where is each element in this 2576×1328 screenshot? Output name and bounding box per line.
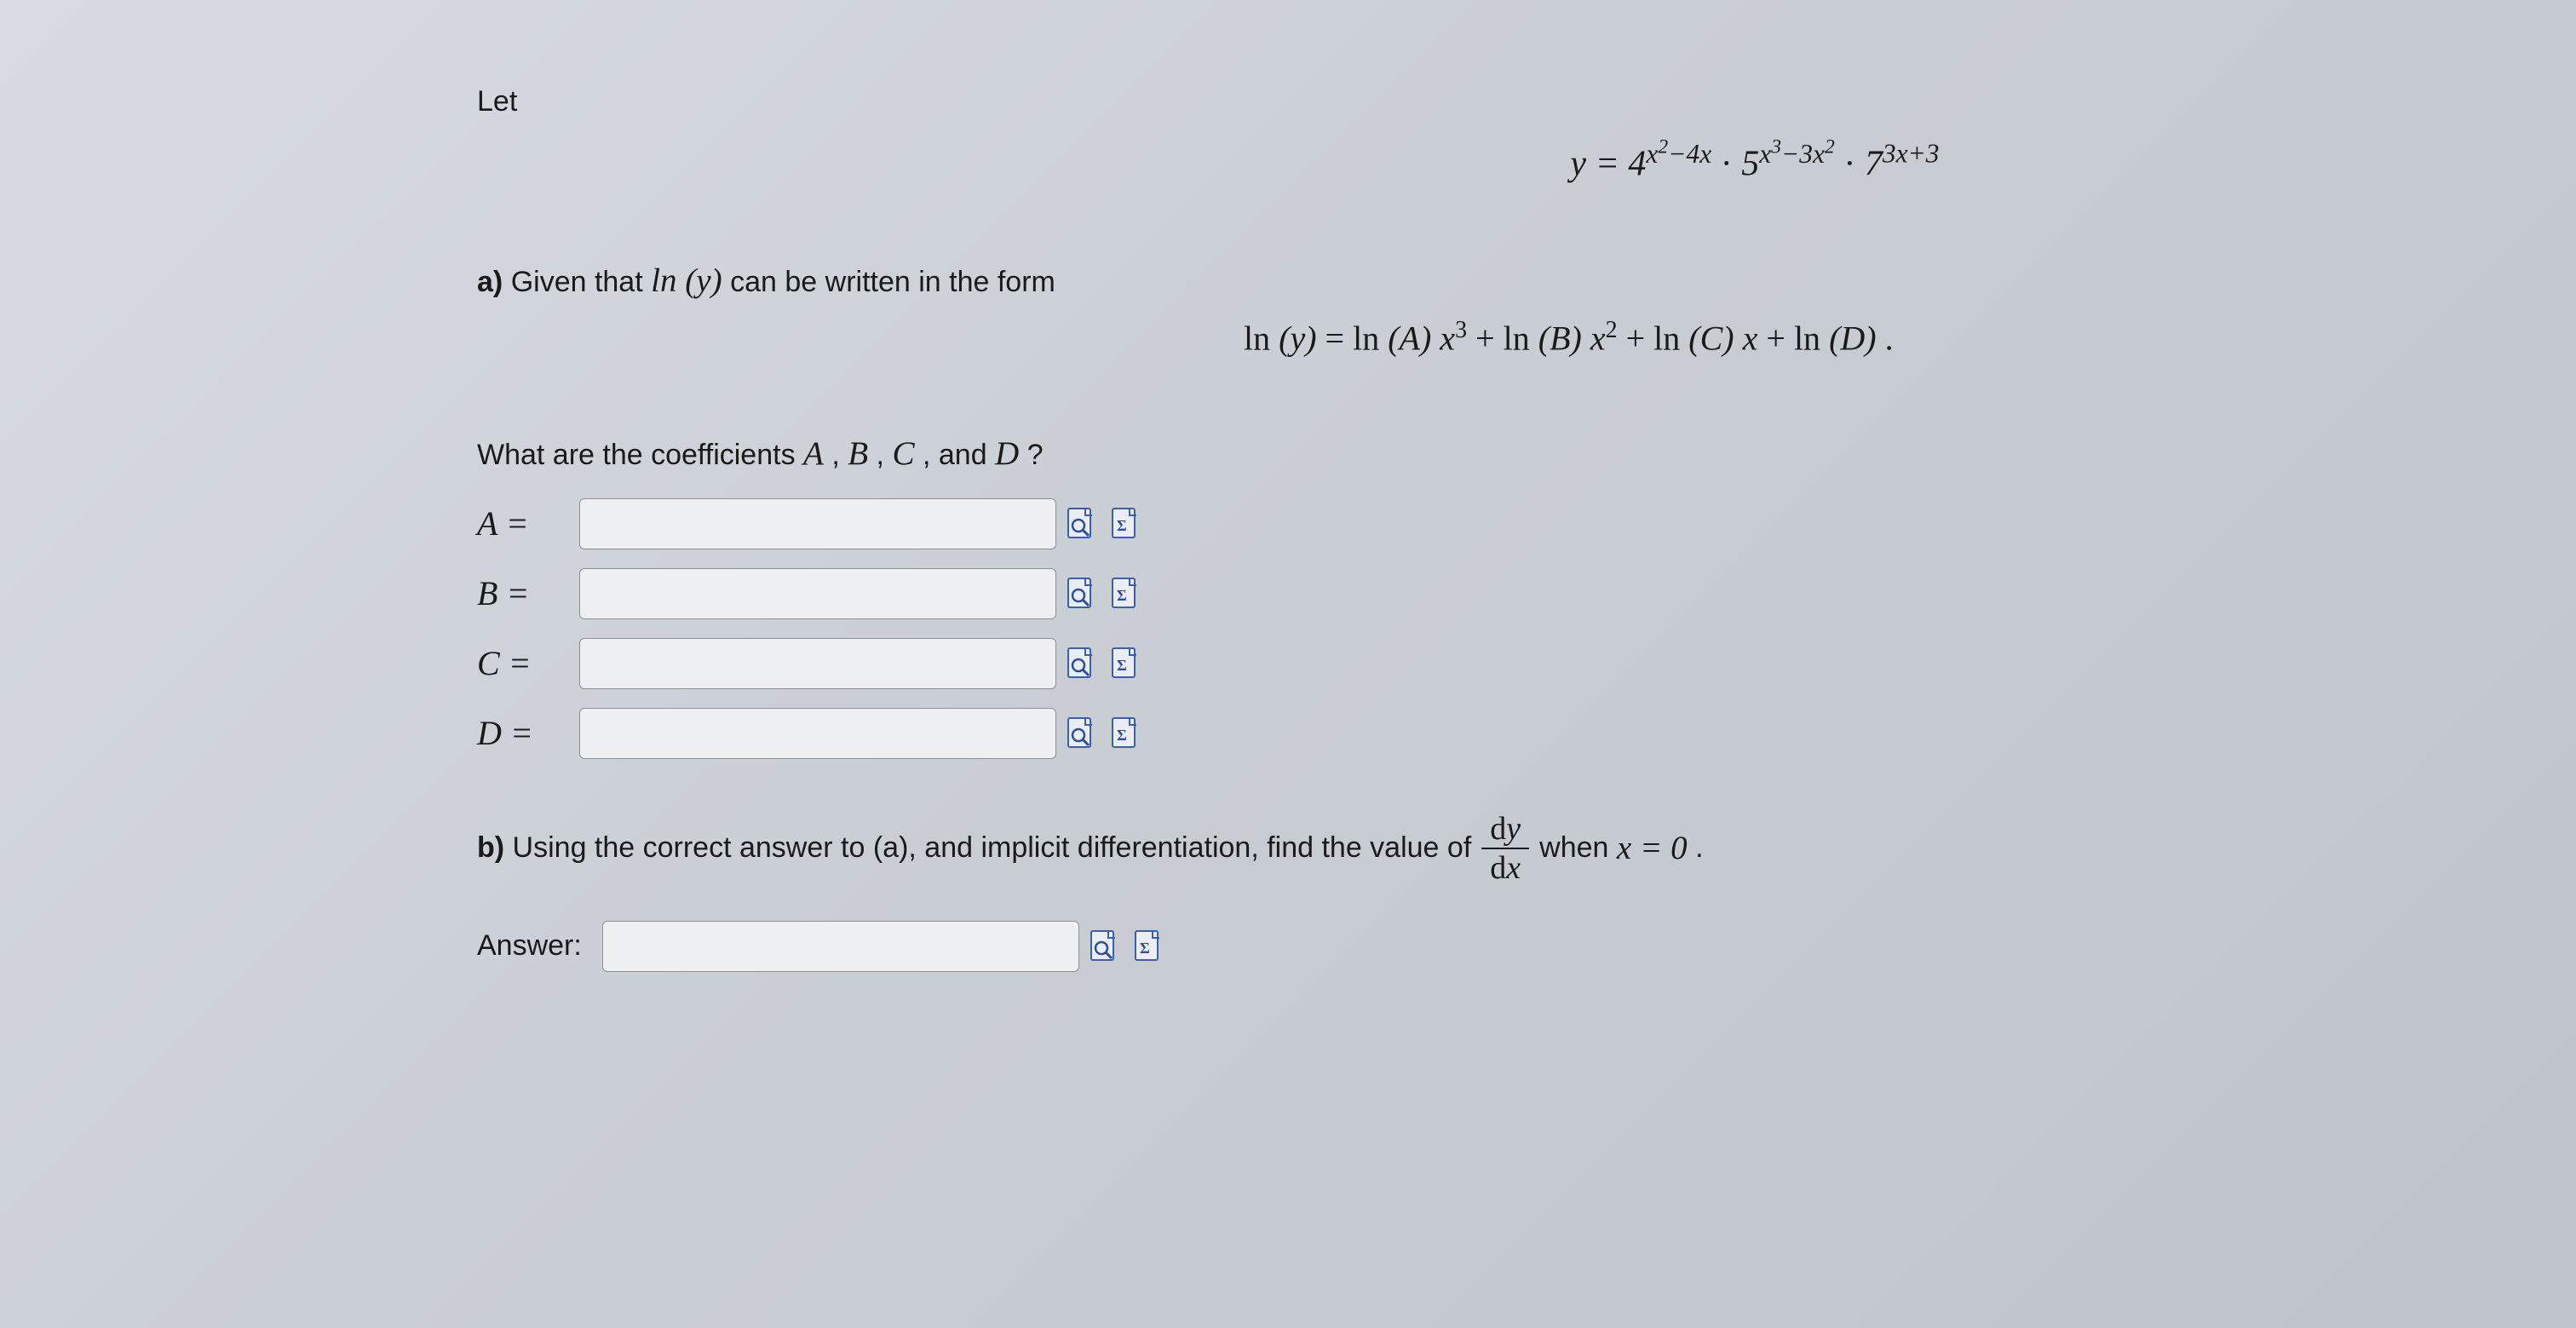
preview-icon[interactable]: [1063, 505, 1101, 543]
row-C: C = Σ: [477, 638, 2436, 689]
equation-editor-icon[interactable]: Σ: [1107, 645, 1145, 682]
label-C: C =: [477, 643, 579, 683]
part-a-intro: a) Given that ln (y) can be written in t…: [477, 262, 2436, 300]
answer-input[interactable]: [602, 921, 1079, 972]
label-D: D =: [477, 713, 579, 753]
coefficients-question: What are the coefficients A , B , C , an…: [477, 434, 2436, 473]
equation-editor-icon[interactable]: Σ: [1107, 715, 1145, 752]
equation-editor-icon[interactable]: Σ: [1107, 575, 1145, 612]
svg-text:Σ: Σ: [1117, 657, 1127, 674]
row-A: A = Σ: [477, 498, 2436, 549]
label-A: A =: [477, 503, 579, 543]
equation-editor-icon[interactable]: Σ: [1130, 928, 1168, 965]
input-D[interactable]: [579, 708, 1056, 759]
svg-text:Σ: Σ: [1117, 727, 1127, 744]
label-B: B =: [477, 573, 579, 613]
preview-icon[interactable]: [1063, 715, 1101, 752]
let-label: Let: [477, 85, 2436, 118]
input-C[interactable]: [579, 638, 1056, 689]
preview-icon[interactable]: [1063, 645, 1101, 682]
y-equation: y = 4x2−4x · 5x3−3x2 · 73x+3: [1073, 135, 2436, 185]
svg-text:Σ: Σ: [1117, 517, 1127, 534]
row-D: D = Σ: [477, 708, 2436, 759]
svg-text:Σ: Σ: [1117, 587, 1127, 604]
equation-editor-icon[interactable]: Σ: [1107, 505, 1145, 543]
preview-icon[interactable]: [1086, 928, 1124, 965]
part-b-text: b) Using the correct answer to (a), and …: [477, 810, 2436, 887]
input-A[interactable]: [579, 498, 1056, 549]
lny-equation: ln (y) = ln (A) x3 + ln (B) x2 + ln (C) …: [1244, 317, 2436, 358]
answer-label: Answer:: [477, 929, 582, 963]
svg-text:Σ: Σ: [1140, 940, 1150, 957]
row-B: B = Σ: [477, 568, 2436, 619]
input-B[interactable]: [579, 568, 1056, 619]
answer-row: Answer: Σ: [477, 921, 2436, 972]
preview-icon[interactable]: [1063, 575, 1101, 612]
